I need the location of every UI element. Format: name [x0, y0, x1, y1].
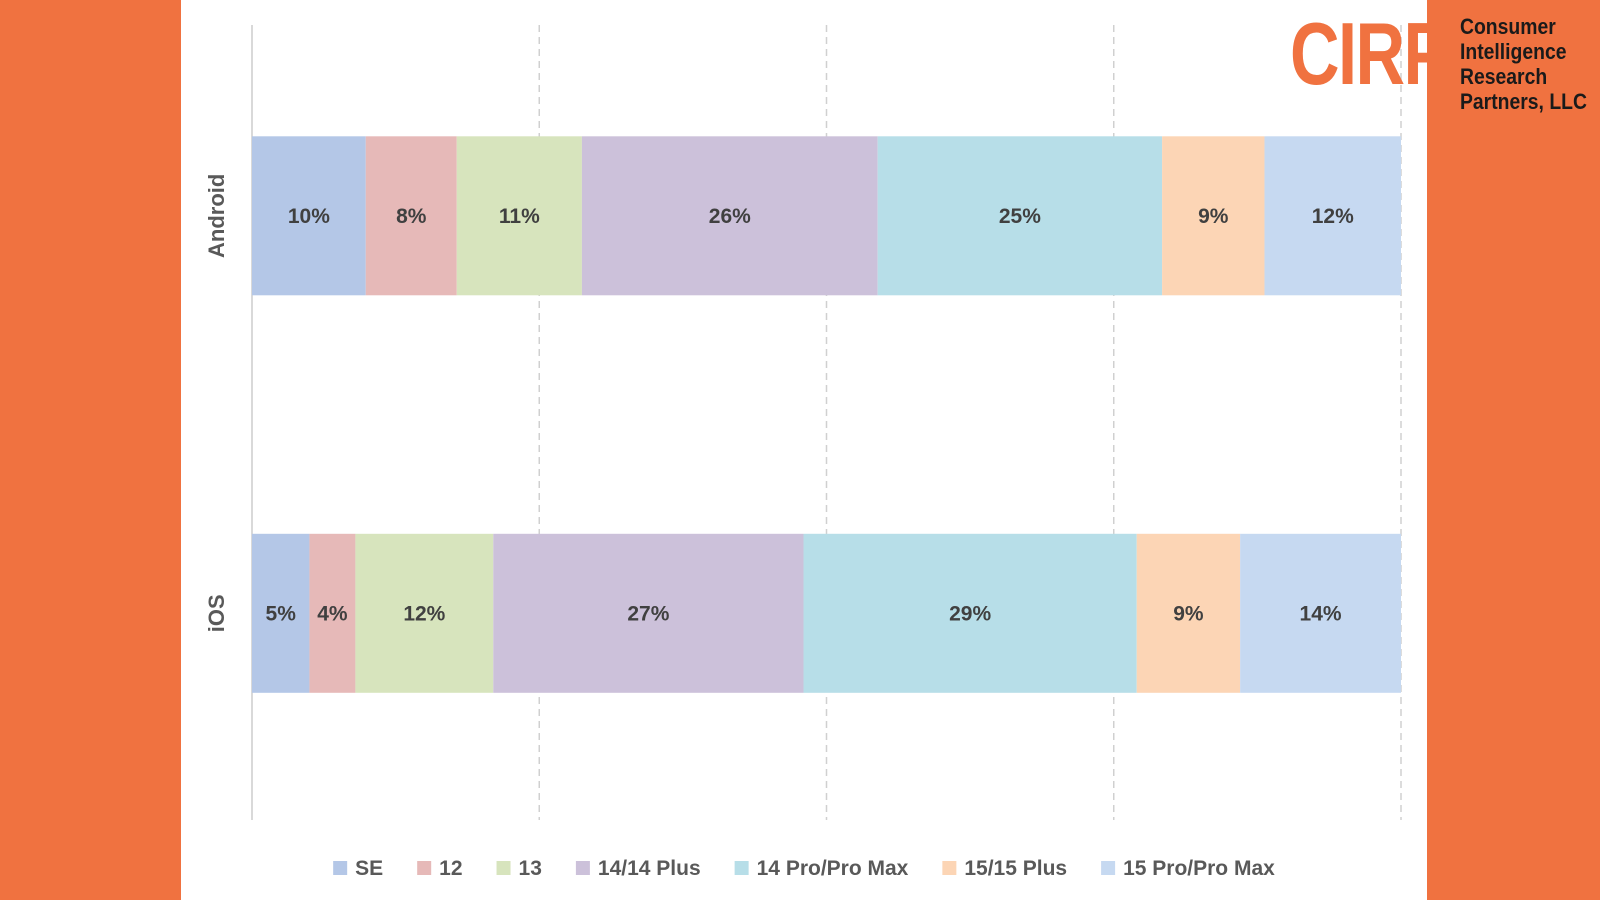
legend-swatch	[417, 861, 432, 875]
data-label: 9%	[1198, 205, 1229, 228]
legend-label: 13	[519, 857, 542, 880]
data-label: 10%	[288, 205, 330, 228]
bar-segment	[877, 136, 1163, 296]
logo-line: Consumer	[1460, 14, 1556, 39]
legend-label: SE	[355, 857, 383, 880]
bar-segment	[309, 533, 356, 693]
data-label: 8%	[396, 205, 427, 228]
data-label: 4%	[317, 602, 348, 625]
bar-segment	[1264, 136, 1401, 296]
data-label: 14%	[1300, 602, 1342, 625]
legend-label: 14 Pro/Pro Max	[757, 857, 909, 880]
data-label: 5%	[266, 602, 297, 625]
bar-segment	[365, 136, 457, 296]
legend-label: 14/14 Plus	[598, 857, 701, 880]
bar-segment	[803, 533, 1137, 693]
bar-segment	[581, 136, 878, 296]
legend-swatch	[333, 861, 348, 875]
data-label: 9%	[1173, 602, 1204, 625]
legend-swatch	[1101, 861, 1116, 875]
legend-swatch	[734, 861, 749, 875]
legend-label: 15/15 Plus	[964, 857, 1067, 880]
chart-panel: 10% 8% 11% 26% 25% 9% 12% Android 5% 4% 12% 27% 29% 9…	[181, 0, 1587, 900]
stacked-bar-chart: 10% 8% 11% 26% 25% 9% 12% Android 5% 4% 12% 27% 29% 9…	[204, 25, 1402, 880]
legend-swatch	[575, 861, 590, 875]
legend-label: 15 Pro/Pro Max	[1123, 857, 1275, 880]
legend-swatch	[496, 861, 511, 875]
cirp-logo: CIRP Consumer Intelligence Research Part…	[1290, 8, 1600, 118]
data-label: 25%	[999, 205, 1041, 228]
data-label: 29%	[949, 602, 991, 625]
logo-line: Partners, LLC	[1460, 89, 1587, 114]
data-label: 12%	[403, 602, 445, 625]
category-label: Android	[204, 174, 229, 258]
logo-line: Research	[1460, 64, 1548, 89]
data-label: 12%	[1312, 205, 1354, 228]
logo-text: Consumer Intelligence Research Partners,…	[1460, 14, 1587, 114]
bar-segment	[252, 533, 310, 693]
logo-line: Intelligence	[1460, 39, 1567, 64]
bar-segment	[456, 136, 582, 296]
bar-segment	[1240, 533, 1401, 693]
legend-swatch	[942, 861, 957, 875]
data-label: 27%	[627, 602, 669, 625]
data-label: 11%	[499, 205, 540, 228]
bar-segment	[1162, 136, 1265, 296]
bar-segment	[355, 533, 494, 693]
bar-segment	[252, 136, 366, 296]
data-label: 26%	[709, 205, 751, 228]
category-label: iOS	[204, 594, 229, 632]
bar-segment	[493, 533, 804, 693]
bar-segment	[1136, 533, 1241, 693]
legend-label: 12	[439, 857, 462, 880]
logo-mark: CIRP	[1290, 4, 1449, 103]
